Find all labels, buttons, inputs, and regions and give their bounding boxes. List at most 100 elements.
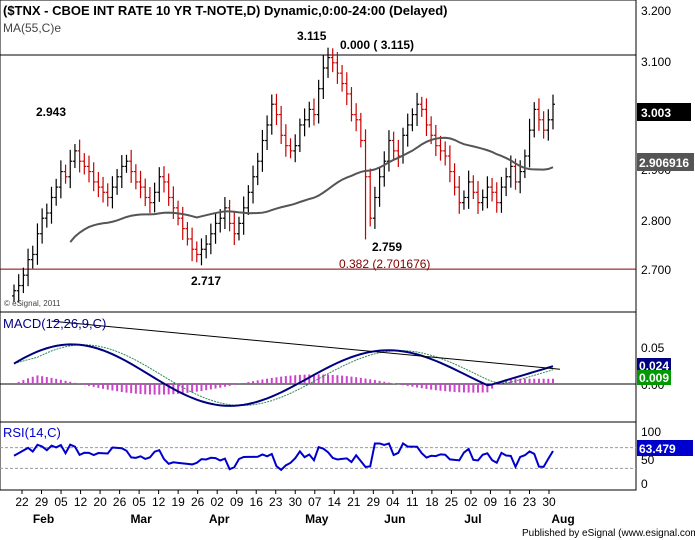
month-label: Jul [464,512,481,526]
price-bar [63,164,68,184]
price-bar [77,139,82,173]
price-bar [204,235,209,259]
price-bar [161,166,166,193]
high-label: 3.115 [297,29,327,43]
price-bar [35,223,40,265]
price-tick-label: 2.700 [641,263,671,277]
low1-label: 2.717 [191,274,221,288]
date-tick-label: 30 [289,495,303,509]
date-axis: 22 29 05 12 20 26 05 12 19 26 02 09 16 23 30 07 14 21 29 04… [15,490,575,526]
price-bar [485,176,490,209]
price-bar [415,92,420,126]
price-bar [466,170,471,209]
price-bar [40,208,45,244]
price-bar [124,154,129,173]
fib382-label: 0.382 (2.701676) [339,257,430,271]
price-bar [49,186,54,224]
rsi-value: 63.479 [639,442,676,456]
price-bar [288,138,293,159]
month-label: Aug [551,512,574,526]
price-bar [461,190,466,210]
price-bar [358,112,363,148]
price-bar [91,162,96,192]
date-tick-label: 02 [464,495,478,509]
macd-layer [0,320,636,407]
chart-title: ($TNX - CBOE INT RATE 10 YR T-NOTE,D) Dy… [3,3,448,18]
price-bar [293,134,298,163]
price-bar [236,216,241,241]
price-bar [241,196,246,235]
rsi-title: RSI(14,C) [3,425,61,440]
price-bar [311,98,316,126]
price-bar [377,167,382,207]
price-bar [143,178,148,207]
price-bar [307,101,312,128]
price-tick-label: 3.100 [641,55,671,69]
price-tick-label: 3.200 [641,4,671,18]
last-price-badge [637,103,691,121]
price-bar [265,115,270,151]
price-bar [133,164,138,190]
price-bar [44,203,49,228]
price-bar [452,163,457,196]
price-bar [157,167,162,202]
date-tick-label: 30 [542,495,556,509]
date-tick-label: 12 [152,495,166,509]
date-tick-label: 23 [269,495,283,509]
price-bar [86,155,91,183]
date-tick-label: 19 [171,495,185,509]
ma-line [69,136,554,243]
month-label: Jun [384,512,405,526]
price-bar [335,52,340,84]
price-bar [494,182,499,213]
date-tick-label: 02 [211,495,225,509]
price-bar [255,152,260,186]
date-tick-label: 09 [484,495,498,509]
price-layer [0,47,636,303]
price-bar [443,141,448,166]
price-bar [26,248,31,287]
price-bar [419,96,424,117]
price-bar [12,284,16,303]
price-bar [326,47,331,78]
date-tick-label: 26 [191,495,205,509]
last-price-value: 3.003 [641,106,671,120]
ma-label: MA(55,C)e [3,21,61,35]
price-bar [152,182,157,213]
macd-line [13,343,554,407]
price-bar [368,168,373,227]
date-tick-label: 22 [15,495,29,509]
date-tick-label: 09 [230,495,244,509]
price-bar [232,212,237,246]
price-bar [16,274,21,303]
price-bar [279,105,284,144]
price-bar [171,186,176,219]
date-tick-label: 23 [523,495,537,509]
price-bar [72,144,77,168]
price-bar [283,124,288,157]
price-bar [227,199,232,232]
price-bar [499,176,504,213]
price-bar [522,149,527,179]
macd-trendline [51,320,561,370]
price-bar [433,124,438,157]
signal-line [13,344,554,406]
date-tick-label: 11 [406,495,419,509]
price-tick-label: 2.800 [641,214,671,228]
price-bar [546,109,551,141]
price-bar [297,118,302,153]
signal-value: 0.009 [639,371,669,385]
price-bar [110,176,115,209]
price-bar [101,176,106,203]
price-bar [349,87,354,122]
price-bar [541,111,546,139]
rsi-tick-label: 0 [641,477,648,491]
price-bar [391,131,396,160]
price-bar [401,127,406,164]
date-tick-label: 16 [250,495,264,509]
price-bar [471,175,476,200]
price-bar [480,189,485,211]
price-bar [372,186,377,229]
price-bar [180,206,185,240]
